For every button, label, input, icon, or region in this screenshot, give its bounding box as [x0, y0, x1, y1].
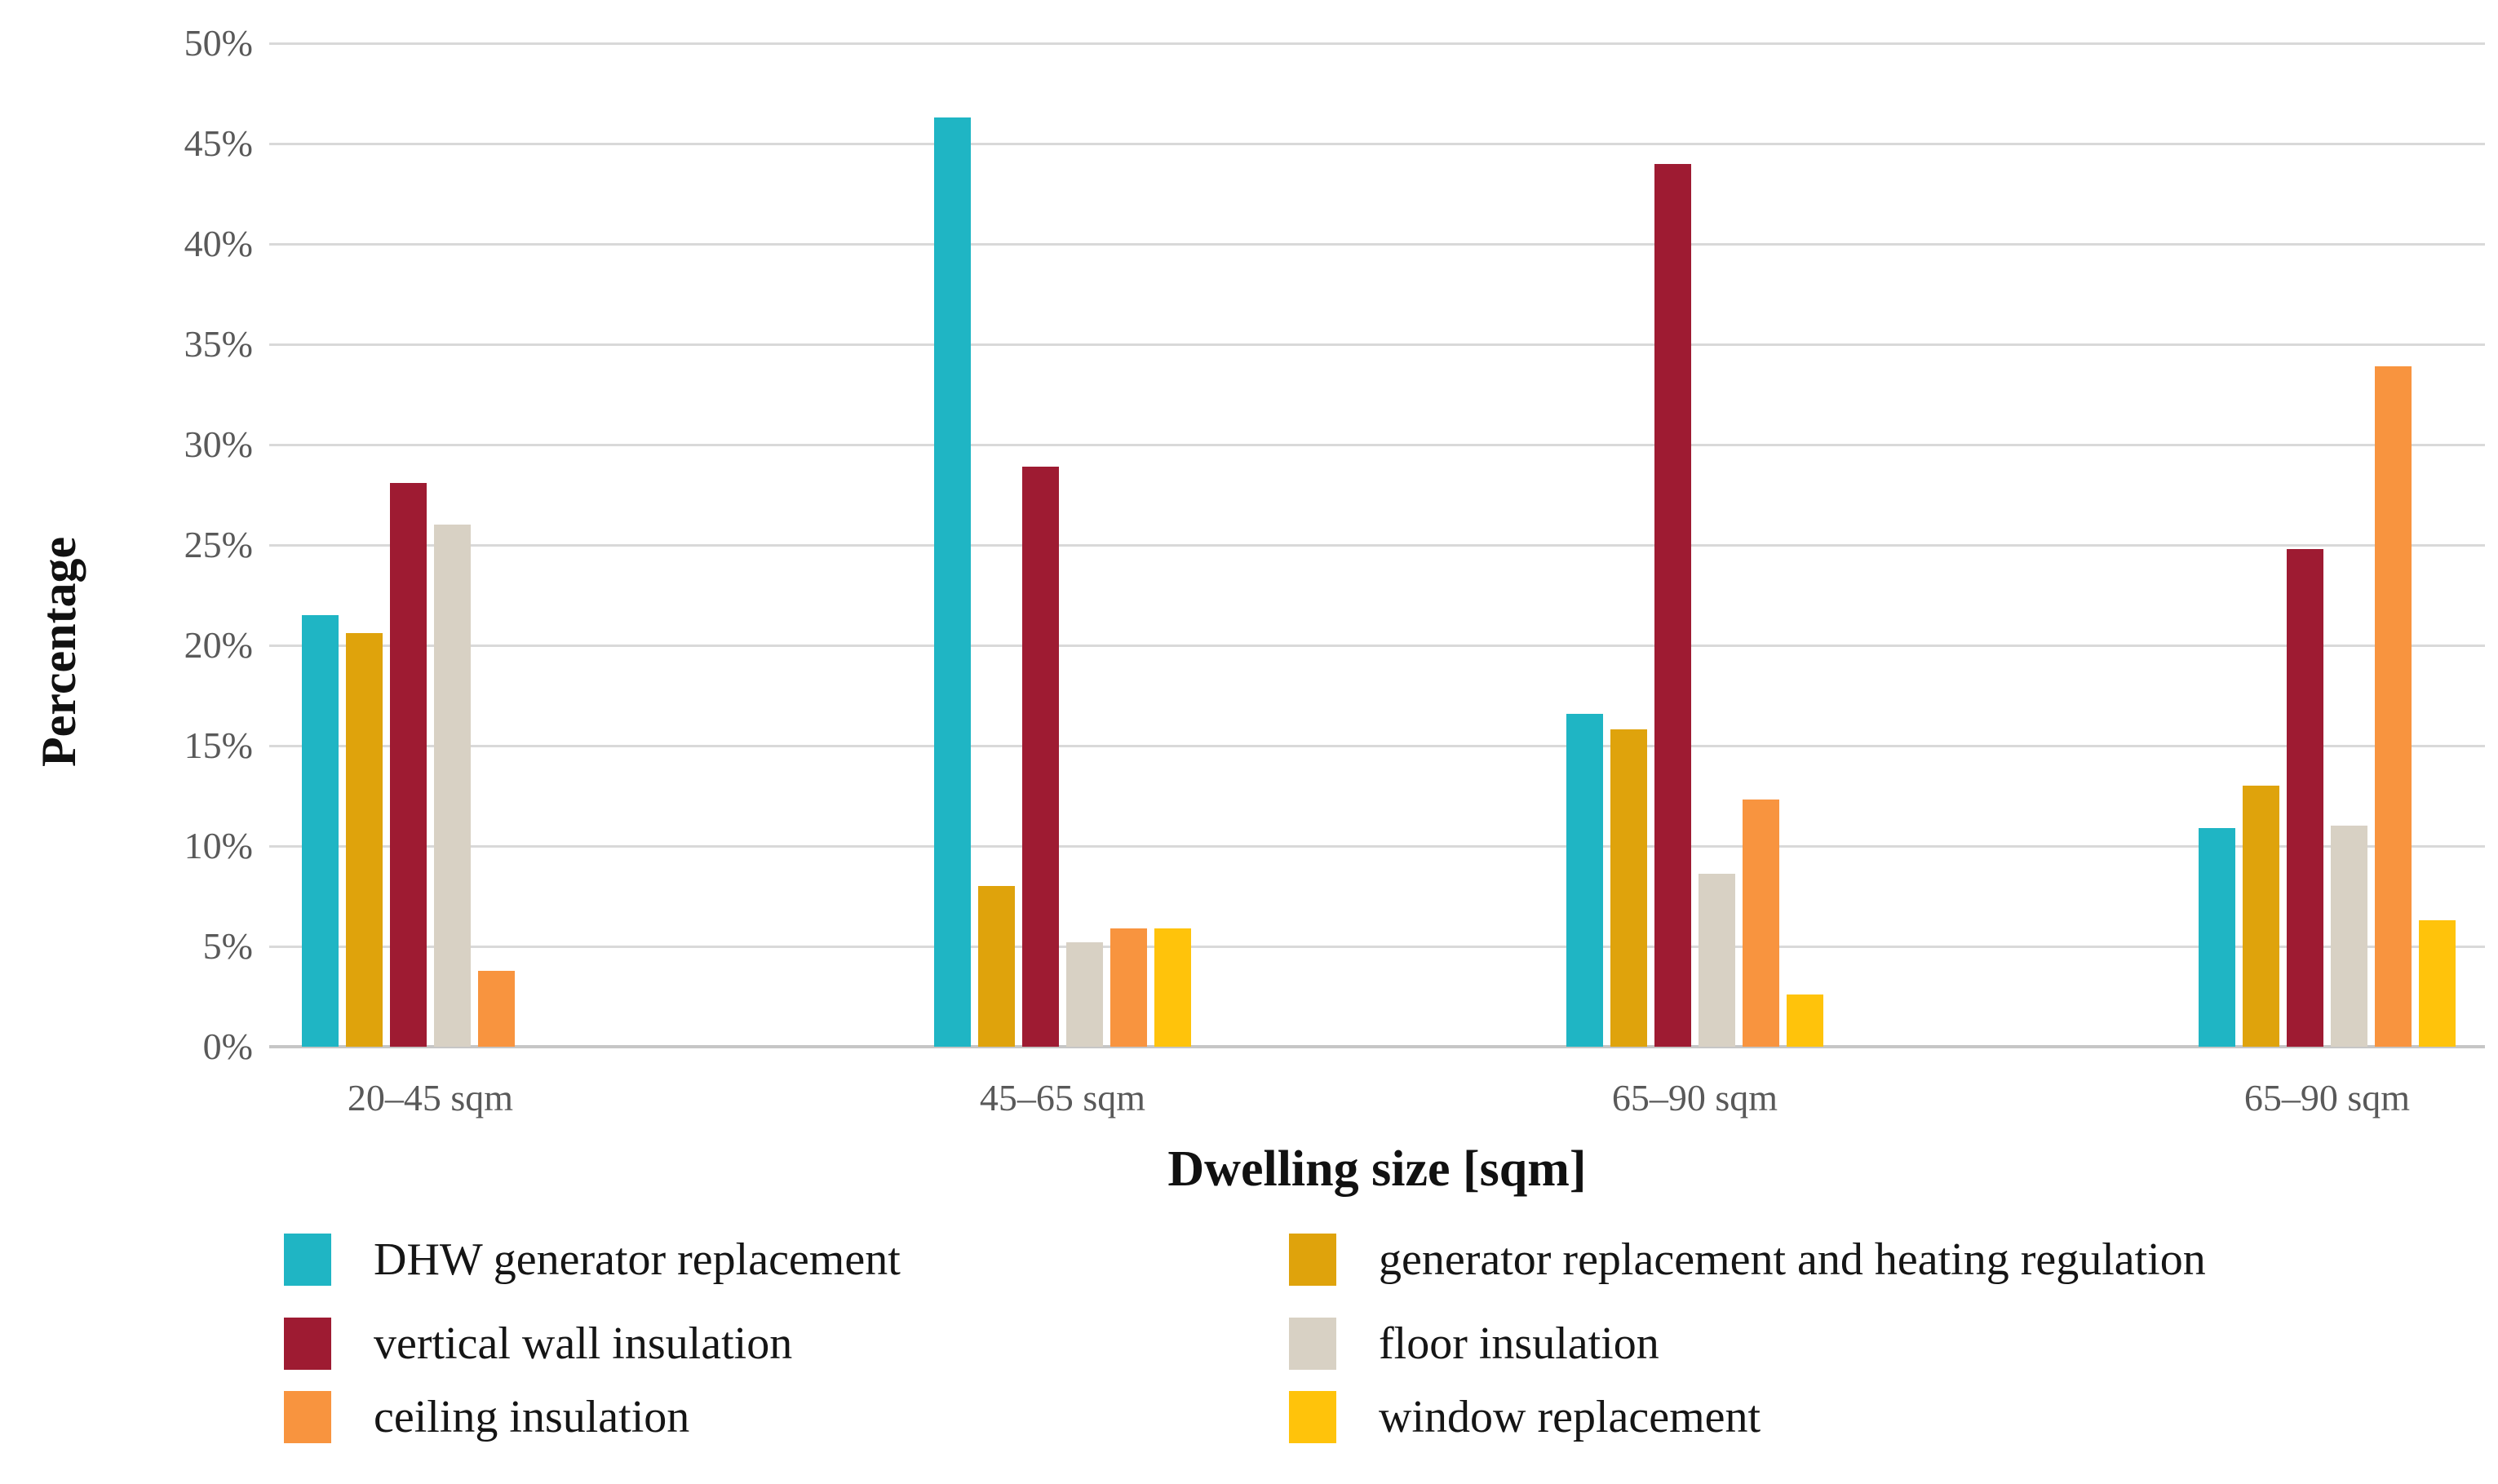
legend-item: DHW generator replacement [284, 1234, 901, 1286]
bar [2243, 786, 2279, 1047]
bar [1110, 928, 1147, 1047]
gridline [269, 543, 2485, 547]
legend-label: window replacement [1379, 1392, 1761, 1442]
x-axis-line [269, 1045, 2485, 1048]
bar [1022, 467, 1059, 1047]
legend-swatch [1289, 1391, 1336, 1443]
legend-item: generator replacement and heating regula… [1289, 1234, 2206, 1286]
bar [478, 970, 515, 1047]
bar [2419, 920, 2456, 1047]
legend-item: window replacement [1289, 1391, 1761, 1443]
gridline [269, 744, 2485, 747]
y-tick-label: 35% [184, 323, 253, 365]
legend-swatch [1289, 1234, 1336, 1286]
legend-item: vertical wall insulation [284, 1318, 792, 1370]
legend-item: ceiling insulation [284, 1391, 689, 1443]
bar [1066, 942, 1103, 1047]
x-tick-label: 65–90 sqm [1611, 1077, 1778, 1119]
bar [390, 482, 427, 1047]
bar [2331, 826, 2367, 1047]
gridline [269, 242, 2485, 246]
legend-label: DHW generator replacement [374, 1234, 901, 1285]
y-tick-label: 20% [184, 624, 253, 666]
bar [1610, 729, 1647, 1047]
bar [346, 633, 383, 1047]
y-tick-label: 25% [184, 524, 253, 565]
y-tick-label: 15% [184, 724, 253, 766]
gridline [269, 443, 2485, 446]
y-tick-label: 45% [184, 122, 253, 164]
legend-label: ceiling insulation [374, 1392, 690, 1442]
y-tick-label: 40% [184, 223, 253, 264]
bar [434, 525, 471, 1047]
y-tick-label: 0% [202, 1026, 253, 1067]
bar [1566, 713, 1603, 1047]
bar [2375, 366, 2412, 1047]
gridline [269, 343, 2485, 346]
x-tick-label: 45–65 sqm [979, 1077, 1146, 1119]
bar [1699, 874, 1735, 1047]
bar [1654, 163, 1691, 1047]
bar [302, 615, 339, 1047]
gridline [269, 945, 2485, 948]
legend-swatch [284, 1318, 331, 1370]
bar [2287, 548, 2323, 1047]
gridline [269, 142, 2485, 145]
legend-label: vertical wall insulation [374, 1318, 793, 1369]
y-tick-label: 10% [184, 825, 253, 866]
legend-item: floor insulation [1289, 1318, 1659, 1370]
legend-label: generator replacement and heating regula… [1379, 1234, 2206, 1285]
y-tick-label: 50% [184, 22, 253, 64]
x-tick-label: 65–90 sqm [2243, 1077, 2411, 1119]
bar [934, 117, 971, 1047]
bar [1154, 928, 1191, 1047]
gridline [269, 844, 2485, 848]
legend-swatch [1289, 1318, 1336, 1370]
gridline [269, 644, 2485, 647]
x-tick-label: 20–45 sqm [347, 1077, 514, 1119]
y-tick-label: 5% [202, 925, 253, 967]
legend-label: floor insulation [1379, 1318, 1659, 1369]
legend-swatch [284, 1391, 331, 1443]
x-axis-title: Dwelling size [sqm] [1167, 1141, 1587, 1197]
bar [2199, 827, 2235, 1047]
bar [1743, 800, 1779, 1047]
y-tick-label: 30% [184, 423, 253, 465]
bar [1787, 995, 1823, 1047]
legend-swatch [284, 1234, 331, 1286]
bar [978, 886, 1015, 1047]
gridline [269, 42, 2485, 45]
